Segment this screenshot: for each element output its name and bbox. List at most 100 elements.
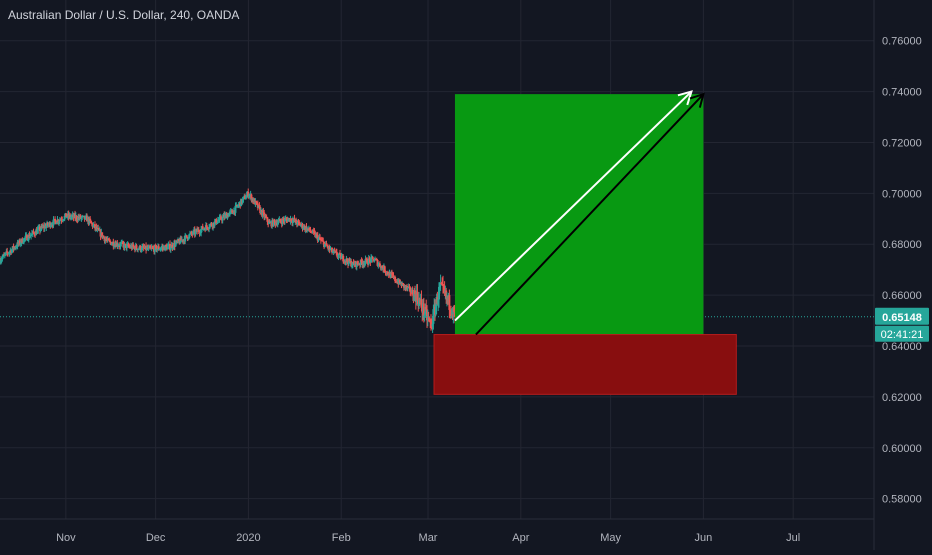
- candle-body: [97, 228, 100, 230]
- candle-body: [215, 219, 218, 224]
- candle-body: [1, 257, 4, 260]
- candle-body: [311, 232, 314, 234]
- candle-body: [186, 237, 189, 240]
- candle-body: [221, 216, 224, 221]
- candle-body: [348, 258, 351, 262]
- candle-body: [448, 295, 451, 310]
- candle-body: [216, 220, 219, 223]
- candle-body: [47, 224, 50, 226]
- candle-body: [335, 251, 338, 256]
- candle-body: [331, 251, 334, 253]
- arrow-shaft: [475, 93, 705, 336]
- candle-body: [88, 218, 91, 224]
- candle-body: [116, 242, 119, 247]
- candle-body: [350, 265, 353, 267]
- candle-body: [206, 227, 209, 229]
- candle-body: [45, 225, 48, 229]
- y-tick-label: 0.62000: [882, 392, 922, 404]
- candle-body: [437, 286, 440, 300]
- candle-body: [135, 245, 138, 249]
- candle-body: [0, 260, 2, 263]
- candle-body: [339, 253, 342, 255]
- x-tick-label: Mar: [419, 532, 438, 544]
- candle-body: [317, 237, 320, 241]
- candle-body: [298, 221, 301, 224]
- candle-body: [285, 218, 288, 220]
- candle-body: [155, 245, 158, 251]
- candle-body: [315, 234, 318, 237]
- candle-body: [364, 258, 367, 263]
- candle-body: [113, 246, 116, 248]
- candle-body: [18, 240, 21, 245]
- chart-title: Australian Dollar / U.S. Dollar, 240, OA…: [8, 8, 240, 22]
- candle-body: [132, 244, 135, 247]
- candle-body: [91, 223, 94, 227]
- candle-body: [147, 247, 150, 249]
- candle-body: [416, 291, 419, 301]
- candle-body: [425, 306, 428, 310]
- candle-body: [102, 236, 105, 238]
- candle-body: [319, 237, 322, 240]
- candle-body: [92, 225, 95, 227]
- candle-body: [50, 225, 53, 227]
- x-tick-label: Jul: [786, 532, 800, 544]
- candle-body: [266, 217, 269, 222]
- candle-body: [390, 273, 393, 278]
- candle-body: [2, 254, 5, 258]
- x-tick-label: Feb: [332, 532, 351, 544]
- candle-body: [401, 283, 404, 287]
- candle-body: [4, 252, 7, 255]
- candle-body: [258, 205, 261, 208]
- candle-body: [108, 239, 111, 241]
- candle-body: [112, 241, 115, 247]
- candle-body: [329, 249, 332, 251]
- candle-body: [228, 211, 231, 214]
- candle-body: [171, 244, 174, 249]
- candle-body: [123, 243, 126, 248]
- y-tick-label: 0.66000: [882, 290, 922, 302]
- candle-body: [93, 224, 96, 229]
- candle-body: [439, 282, 442, 286]
- candle-body: [156, 248, 159, 251]
- candle-body: [80, 217, 83, 219]
- candle-body: [248, 195, 251, 197]
- candle-body: [109, 240, 112, 242]
- candle-body: [426, 309, 429, 321]
- candle-body: [411, 289, 414, 295]
- candle-body: [169, 244, 172, 250]
- arrow-shaft: [454, 90, 693, 322]
- candle-body: [319, 239, 322, 241]
- candle-body: [200, 229, 203, 233]
- candle-body: [125, 244, 128, 249]
- candle-body: [342, 255, 345, 262]
- candle-body: [153, 245, 156, 252]
- x-tick-label: 2020: [236, 532, 260, 544]
- candle-body: [371, 257, 374, 259]
- candle-body: [440, 282, 443, 284]
- candle-body: [137, 248, 140, 250]
- candle-body: [10, 249, 13, 253]
- candle-body: [69, 214, 72, 218]
- candle-body: [237, 204, 240, 207]
- candle-body: [160, 247, 163, 249]
- candle-body: [208, 227, 211, 229]
- candle-body: [244, 195, 247, 200]
- candle-body: [0, 259, 3, 261]
- candle-body: [7, 253, 10, 255]
- candle-body: [282, 218, 285, 221]
- y-tick-label: 0.70000: [882, 188, 922, 200]
- candle-body: [423, 314, 426, 316]
- candle-body: [394, 281, 397, 283]
- candle-body: [256, 202, 259, 204]
- y-tick-label: 0.76000: [882, 36, 922, 48]
- candle-body: [422, 303, 425, 315]
- countdown-badge: [875, 325, 929, 342]
- x-tick-label: May: [600, 532, 621, 544]
- candle-body: [241, 199, 244, 203]
- candle-body: [62, 220, 65, 222]
- candle-body: [228, 213, 231, 217]
- candle-body: [296, 220, 299, 225]
- candle-body: [190, 232, 193, 234]
